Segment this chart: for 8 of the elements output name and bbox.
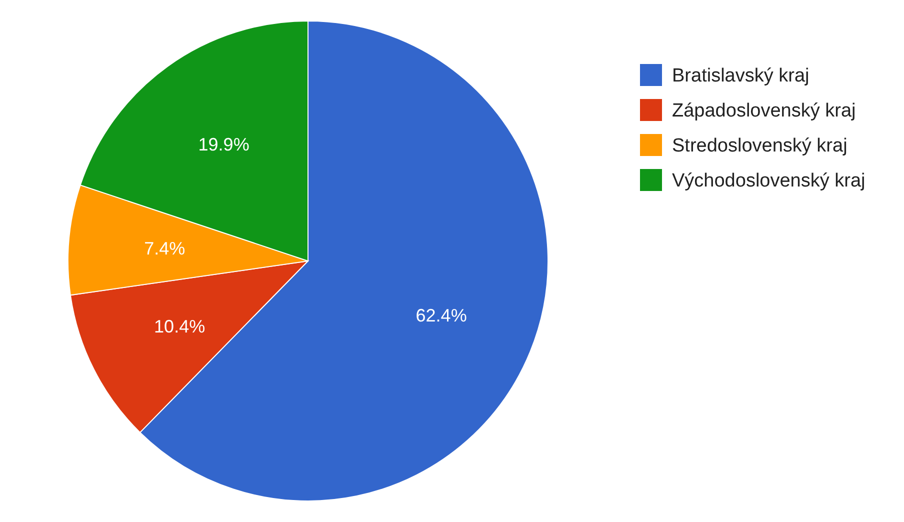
legend-label: Západoslovenský kraj [672, 100, 856, 122]
data-label: 10.4% [154, 316, 206, 336]
legend-label: Stredoslovenský kraj [672, 136, 848, 157]
data-label: 62.4% [416, 306, 467, 326]
legend-label: Bratislavský kraj [672, 66, 810, 87]
legend-label: Východoslovenský kraj [672, 170, 866, 192]
data-label: 19.9% [198, 134, 250, 154]
data-label: 7.4% [144, 238, 186, 258]
